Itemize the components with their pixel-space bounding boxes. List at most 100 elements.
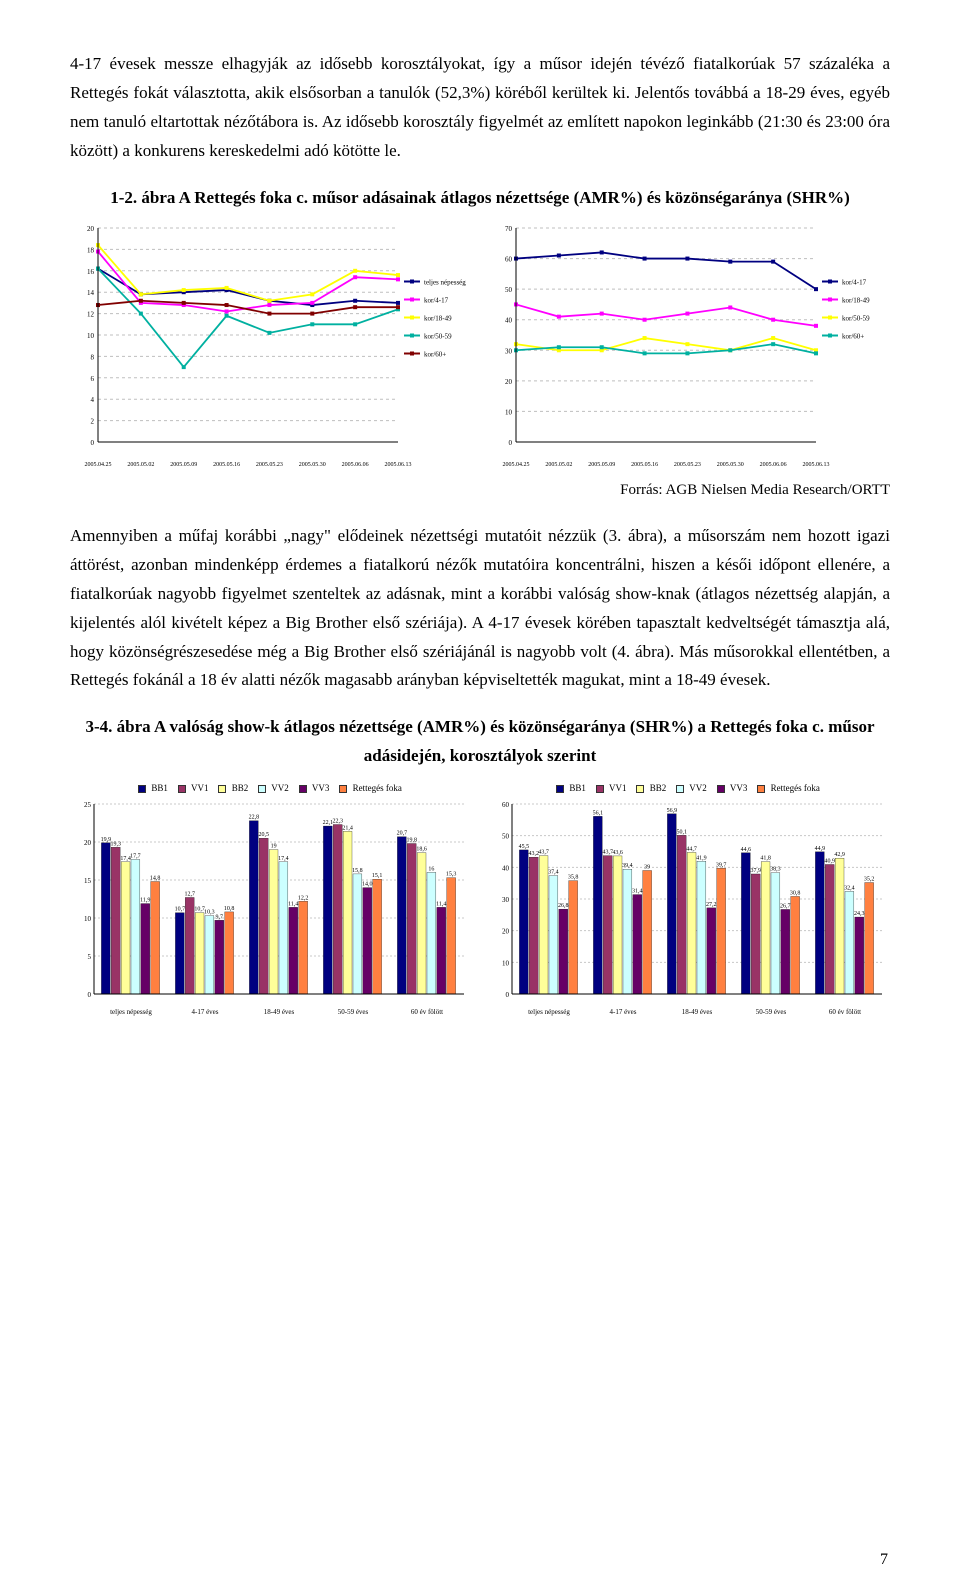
chart-4-legend: BB1 VV1 BB2 VV2 VV3 Rettegés foka [488, 781, 888, 796]
svg-text:44,7: 44,7 [686, 847, 697, 853]
svg-text:0: 0 [91, 439, 95, 447]
chart-4-shr-bars: 010203040506045,543,243,737,426,835,8tel… [488, 798, 888, 1018]
svg-text:kor/50-59: kor/50-59 [842, 315, 870, 323]
svg-text:42,9: 42,9 [834, 853, 845, 859]
svg-text:6: 6 [91, 375, 95, 383]
svg-text:27,2: 27,2 [706, 902, 717, 908]
svg-text:45,5: 45,5 [519, 844, 530, 850]
svg-text:26,8: 26,8 [558, 904, 569, 910]
svg-text:19,8: 19,8 [406, 838, 417, 844]
svg-text:41,9: 41,9 [696, 856, 707, 862]
svg-text:12: 12 [87, 311, 95, 319]
svg-text:44,6: 44,6 [741, 847, 752, 853]
legend-item: BB1 [138, 781, 168, 796]
legend-item: VV1 [596, 781, 627, 796]
page-number: 7 [880, 1546, 888, 1573]
legend-item: BB2 [218, 781, 248, 796]
chart-row-1: 024681012141618202005.04.252005.05.02200… [70, 222, 890, 472]
svg-text:14,0: 14,0 [362, 882, 373, 888]
svg-text:35,8: 35,8 [568, 875, 579, 881]
svg-text:17,7: 17,7 [130, 854, 141, 860]
svg-text:12,7: 12,7 [184, 892, 195, 898]
svg-text:39,4: 39,4 [622, 864, 633, 870]
svg-text:11,4: 11,4 [288, 902, 298, 908]
legend-item: BB1 [556, 781, 586, 796]
svg-text:2005.05.16: 2005.05.16 [631, 462, 658, 468]
svg-text:18,6: 18,6 [416, 847, 427, 853]
legend-item: Rettegés foka [339, 781, 401, 796]
svg-text:24,3: 24,3 [854, 911, 865, 917]
svg-text:kor/4-17: kor/4-17 [842, 279, 867, 287]
svg-text:10,3: 10,3 [204, 910, 215, 916]
svg-text:22,3: 22,3 [332, 819, 343, 825]
svg-text:4-17 éves: 4-17 éves [191, 1008, 218, 1016]
svg-text:20: 20 [502, 928, 510, 936]
legend-item: BB2 [636, 781, 666, 796]
svg-text:15,8: 15,8 [352, 868, 363, 874]
figure-1-2-title: 1-2. ábra A Rettegés foka c. műsor adása… [70, 184, 890, 213]
svg-text:40,9: 40,9 [824, 859, 835, 865]
svg-text:4: 4 [91, 397, 95, 405]
svg-text:2005.04.25: 2005.04.25 [85, 462, 112, 468]
svg-text:2005.06.13: 2005.06.13 [385, 462, 412, 468]
svg-text:26,7: 26,7 [780, 904, 791, 910]
svg-text:37,9: 37,9 [750, 868, 761, 874]
svg-text:19,3: 19,3 [110, 842, 121, 848]
chart-2-shr: 0102030405060702005.04.252005.05.022005.… [488, 222, 888, 472]
svg-text:41,8: 41,8 [760, 856, 771, 862]
svg-text:9,7: 9,7 [216, 915, 224, 921]
svg-text:16: 16 [87, 268, 95, 276]
svg-text:2005.05.09: 2005.05.09 [588, 462, 615, 468]
svg-text:10: 10 [84, 915, 92, 923]
svg-text:2005.05.02: 2005.05.02 [545, 462, 572, 468]
svg-text:kor/4-17: kor/4-17 [424, 297, 449, 305]
legend-item: Rettegés foka [757, 781, 819, 796]
svg-text:30: 30 [502, 896, 510, 904]
svg-text:35,2: 35,2 [864, 877, 875, 883]
legend-item: VV2 [258, 781, 289, 796]
chart-1-amr: 024681012141618202005.04.252005.05.02200… [70, 222, 470, 472]
legend-item: VV1 [178, 781, 209, 796]
svg-text:18-49 éves: 18-49 éves [682, 1008, 713, 1016]
svg-text:kor/18-49: kor/18-49 [424, 315, 452, 323]
svg-text:teljes népesség: teljes népesség [424, 279, 466, 287]
svg-text:20: 20 [84, 839, 92, 847]
svg-text:11,4: 11,4 [436, 902, 446, 908]
svg-text:kor/60+: kor/60+ [842, 333, 864, 341]
svg-text:31,4: 31,4 [632, 889, 643, 895]
svg-text:kor/18-49: kor/18-49 [842, 297, 870, 305]
svg-text:kor/60+: kor/60+ [424, 351, 446, 359]
svg-text:50: 50 [502, 833, 510, 841]
svg-text:12,2: 12,2 [298, 896, 309, 902]
svg-text:30: 30 [505, 348, 513, 356]
svg-text:39: 39 [644, 865, 650, 871]
svg-text:teljes népesség: teljes népesség [110, 1008, 152, 1016]
svg-text:10: 10 [502, 960, 510, 968]
svg-text:10: 10 [87, 332, 95, 340]
svg-text:15,1: 15,1 [372, 874, 383, 880]
paragraph-1: 4-17 évesek messze elhagyják az idősebb … [70, 50, 890, 166]
svg-text:50-59 éves: 50-59 éves [756, 1008, 787, 1016]
svg-text:20,5: 20,5 [258, 833, 269, 839]
svg-text:38,3: 38,3 [770, 867, 781, 873]
chart-row-2: BB1 VV1 BB2 VV2 VV3 Rettegés foka 051015… [70, 781, 890, 1018]
svg-text:2005.05.23: 2005.05.23 [674, 462, 701, 468]
svg-text:16: 16 [428, 867, 434, 873]
svg-text:20,7: 20,7 [397, 831, 408, 837]
svg-text:5: 5 [88, 953, 92, 961]
svg-text:60 év fölött: 60 év fölött [829, 1008, 861, 1016]
svg-text:56,1: 56,1 [593, 811, 604, 817]
svg-text:20: 20 [87, 225, 95, 233]
svg-text:50,1: 50,1 [676, 830, 687, 836]
paragraph-2: Amennyiben a műfaj korábbi „nagy" elődei… [70, 522, 890, 695]
svg-text:0: 0 [509, 439, 513, 447]
svg-text:50: 50 [505, 287, 513, 295]
svg-text:37,4: 37,4 [548, 870, 559, 876]
legend-item: VV2 [676, 781, 707, 796]
svg-text:14: 14 [87, 290, 95, 298]
svg-text:11,9: 11,9 [140, 898, 150, 904]
chart-3-legend: BB1 VV1 BB2 VV2 VV3 Rettegés foka [70, 781, 470, 796]
svg-text:40: 40 [505, 317, 513, 325]
svg-text:2005.05.02: 2005.05.02 [127, 462, 154, 468]
svg-text:22,8: 22,8 [249, 815, 259, 821]
